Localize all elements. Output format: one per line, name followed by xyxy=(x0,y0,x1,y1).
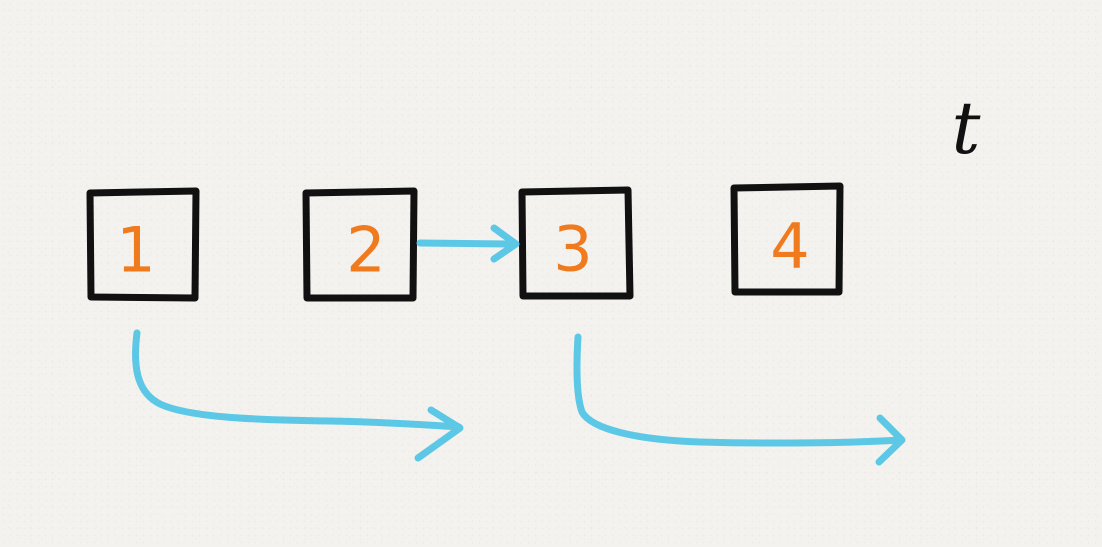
arrow-2-to-3 xyxy=(416,224,520,263)
node-3-box xyxy=(518,186,634,300)
arrow-1-to-3-shaft xyxy=(132,329,463,431)
arrow-1-to-3-head xyxy=(414,406,464,462)
node-2: 2 xyxy=(302,187,418,302)
node-2-box xyxy=(302,187,418,302)
node-3-label: 3 xyxy=(553,213,592,286)
arrow-3-to-beyond-curved xyxy=(573,333,906,466)
arrow-2-to-3-shaft xyxy=(416,239,518,248)
arrow-3-to-beyond-shaft xyxy=(573,333,905,447)
node-1-box xyxy=(86,187,200,302)
node-4-label: 4 xyxy=(770,210,809,283)
node-1: 1 xyxy=(86,187,200,302)
arrow-3-to-beyond-head xyxy=(875,414,906,466)
pointer-t-label: t xyxy=(952,86,982,170)
node-2-label: 2 xyxy=(346,214,385,287)
node-1-label: 1 xyxy=(116,214,155,287)
arrow-2-to-3-head xyxy=(490,224,520,263)
node-4: 4 xyxy=(730,182,844,296)
node-3: 3 xyxy=(518,186,634,300)
node-4-box xyxy=(730,182,844,296)
arrow-1-to-3-curved xyxy=(132,329,464,462)
